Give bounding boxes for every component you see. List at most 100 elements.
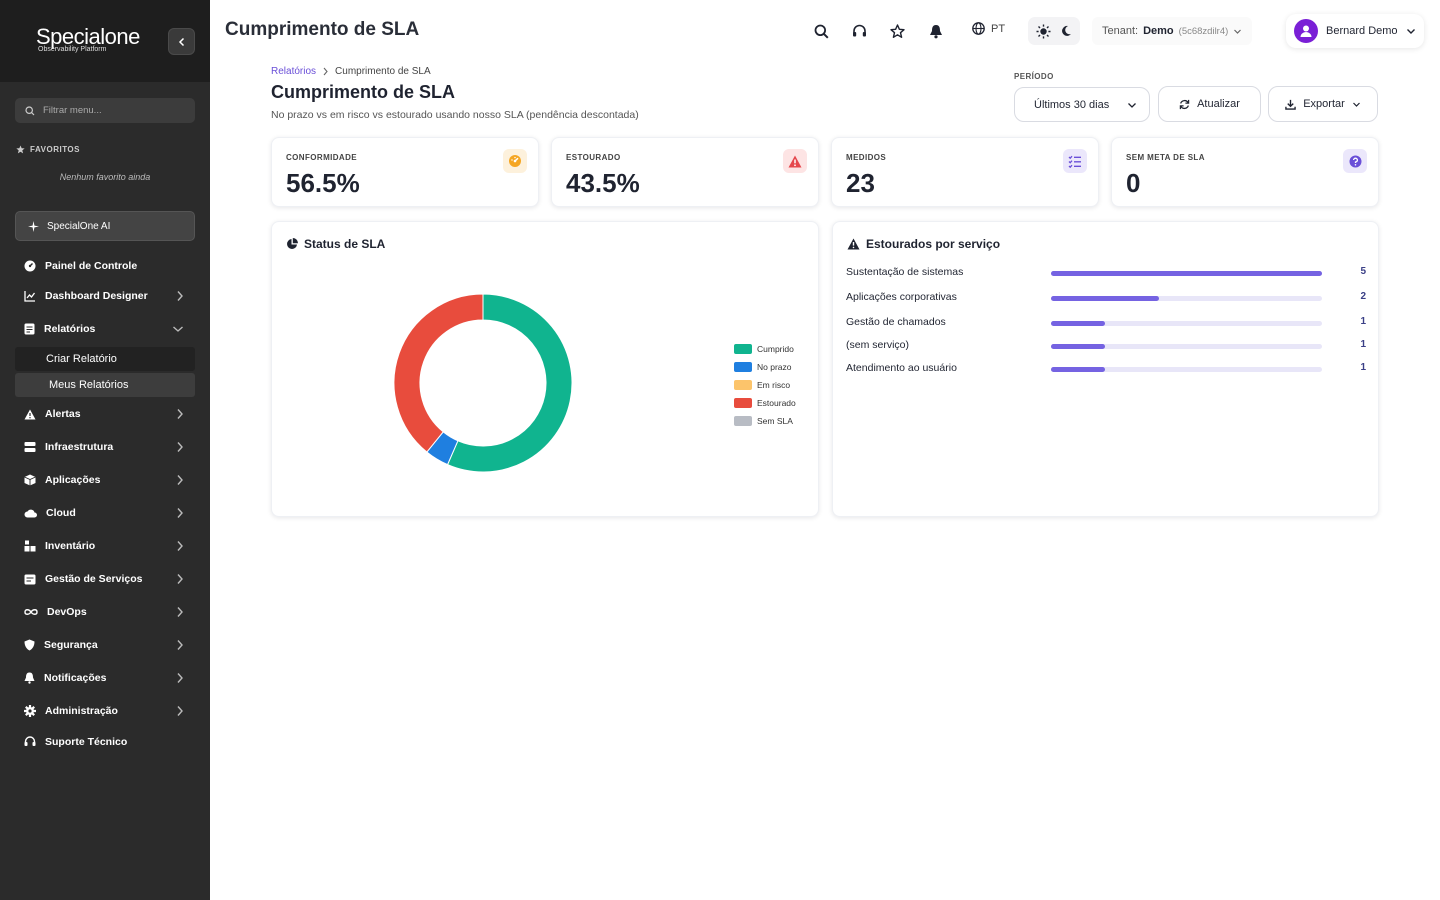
user-menu[interactable]: Bernard Demo: [1286, 14, 1424, 48]
sidebar-item-aplicacoes[interactable]: Aplicações: [0, 467, 210, 493]
sidebar-item-label: Segurança: [44, 639, 98, 651]
star-icon: [16, 145, 25, 154]
chevron-right-icon: [177, 673, 183, 683]
sun-icon[interactable]: [1036, 24, 1051, 39]
star-icon: [889, 23, 905, 38]
page-title: Cumprimento de SLA: [271, 82, 456, 102]
service-bar-track: [1051, 296, 1322, 301]
legend-item[interactable]: Cumprido: [734, 340, 796, 358]
chevron-right-icon: [177, 291, 183, 301]
legend-item[interactable]: No prazo: [734, 358, 796, 376]
sla-chart-legend: Cumprido No prazo Em risco Estourado Sem SLA: [734, 340, 796, 430]
search-icon: [25, 105, 35, 115]
filter-menu[interactable]: [15, 98, 195, 123]
sidebar-item-dashboard-designer[interactable]: Dashboard Designer: [0, 283, 210, 309]
kpi-value: 23: [846, 168, 875, 198]
sla-status-panel: Status de SLA Cumprido No prazo Em risco Es…: [271, 221, 819, 517]
support-button[interactable]: [850, 22, 868, 40]
breadcrumb-current: Cumprimento de SLA: [335, 66, 431, 77]
legend-swatch: [734, 362, 752, 372]
chevron-down-icon: [1128, 102, 1136, 108]
service-bar: [1051, 321, 1106, 326]
sidebar-item-label: Dashboard Designer: [45, 290, 148, 302]
sidebar-item-seguranca[interactable]: Segurança: [0, 632, 210, 658]
favorites-button[interactable]: [888, 22, 906, 40]
pie-chart-icon: [287, 238, 298, 249]
chevron-right-icon: [177, 640, 183, 650]
language-selector[interactable]: PT: [972, 22, 1005, 35]
sidebar-item-devops[interactable]: DevOps: [0, 599, 210, 625]
breach-by-service-title: Estourados por serviço: [847, 237, 1000, 251]
breach-by-service-panel: Estourados por serviço Sustentação de si…: [832, 221, 1379, 517]
sidebar-item-label: Administração: [45, 705, 118, 717]
search-icon: [814, 24, 829, 39]
chevron-down-icon: [1406, 29, 1415, 34]
legend-label: Cumprido: [757, 344, 794, 354]
export-label: Exportar: [1303, 98, 1345, 110]
chevron-right-icon: [177, 607, 183, 617]
service-count: 2: [1360, 291, 1366, 302]
theme-toggle[interactable]: [1028, 17, 1080, 45]
sidebar-item-label: DevOps: [47, 606, 87, 618]
user-icon: [1300, 25, 1312, 37]
service-bar-track: [1051, 321, 1322, 326]
export-button[interactable]: Exportar: [1268, 86, 1378, 122]
gauge-icon: [24, 260, 36, 272]
refresh-button[interactable]: Atualizar: [1158, 86, 1261, 122]
sidebar-item-administracao[interactable]: Administração: [0, 698, 210, 724]
period-select[interactable]: Últimos 30 dias: [1014, 87, 1150, 122]
chevron-right-icon: [177, 508, 183, 518]
chevron-right-icon: [177, 574, 183, 584]
legend-label: Estourado: [757, 398, 796, 408]
sidebar-item-cloud[interactable]: Cloud: [0, 500, 210, 526]
chevron-down-icon: [173, 326, 183, 332]
collapse-sidebar-button[interactable]: [168, 28, 195, 55]
kpi-icon-box: [1063, 149, 1087, 173]
sparkle-icon: [28, 220, 39, 232]
shield-icon: [24, 639, 35, 651]
service-row: Sustentação de sistemas 5: [846, 266, 1366, 280]
sidebar-item-gestao-servicos[interactable]: Gestão de Serviços: [0, 566, 210, 592]
specialone-ai-button[interactable]: SpecialOne AI: [15, 211, 195, 241]
service-bar-track: [1051, 344, 1322, 349]
service-bar: [1051, 296, 1160, 301]
service-name: Gestão de chamados: [846, 316, 946, 328]
filter-menu-input[interactable]: [43, 105, 183, 116]
sidebar-item-painel[interactable]: Painel de Controle: [0, 253, 210, 279]
sidebar-item-label: Alertas: [45, 408, 81, 420]
sidebar-item-relatorios[interactable]: Relatórios: [0, 316, 210, 342]
sidebar-item-inventario[interactable]: Inventário: [0, 533, 210, 559]
notifications-button[interactable]: [927, 22, 945, 40]
breadcrumb-parent-link[interactable]: Relatórios: [271, 66, 317, 77]
kpi-card-medidos: MEDIDOS 23: [831, 137, 1099, 207]
service-row: Gestão de chamados 1: [846, 316, 1366, 330]
moon-icon[interactable]: [1060, 25, 1072, 37]
tenant-selector[interactable]: Tenant: Demo (5c68zdilr4): [1092, 17, 1253, 45]
sidebar-subitem-label: Criar Relatório: [46, 353, 117, 365]
search-button[interactable]: [812, 22, 830, 40]
legend-item[interactable]: Estourado: [734, 394, 796, 412]
kpi-value: 43.5%: [566, 168, 640, 198]
legend-item[interactable]: Sem SLA: [734, 412, 796, 430]
legend-label: No prazo: [757, 362, 792, 372]
kpi-label: ESTOURADO: [566, 153, 621, 162]
legend-swatch: [734, 344, 752, 354]
checklist-icon: [1068, 155, 1081, 168]
bell-icon: [930, 24, 942, 38]
legend-item[interactable]: Em risco: [734, 376, 796, 394]
sidebar-item-label: Aplicações: [45, 474, 101, 486]
sidebar-item-alertas[interactable]: Alertas: [0, 401, 210, 427]
logo[interactable]: Specialone: [36, 24, 140, 49]
donut-slice-0[interactable]: [446, 293, 573, 473]
sidebar-item-suporte[interactable]: Suporte Técnico: [0, 729, 210, 755]
warning-icon: [24, 409, 36, 419]
sidebar-item-notificacoes[interactable]: Notificações: [0, 665, 210, 691]
sidebar-subitem-meus-relatorios[interactable]: Meus Relatórios: [15, 373, 195, 397]
service-icon: [24, 574, 36, 584]
sidebar-subitem-criar-relatorio[interactable]: Criar Relatório: [15, 347, 195, 371]
boxes-icon: [24, 540, 36, 552]
question-icon: [1349, 155, 1361, 167]
sidebar-item-infraestrutura[interactable]: Infraestrutura: [0, 434, 210, 460]
donut-slice-3[interactable]: [393, 293, 484, 453]
headset-icon: [852, 24, 866, 36]
